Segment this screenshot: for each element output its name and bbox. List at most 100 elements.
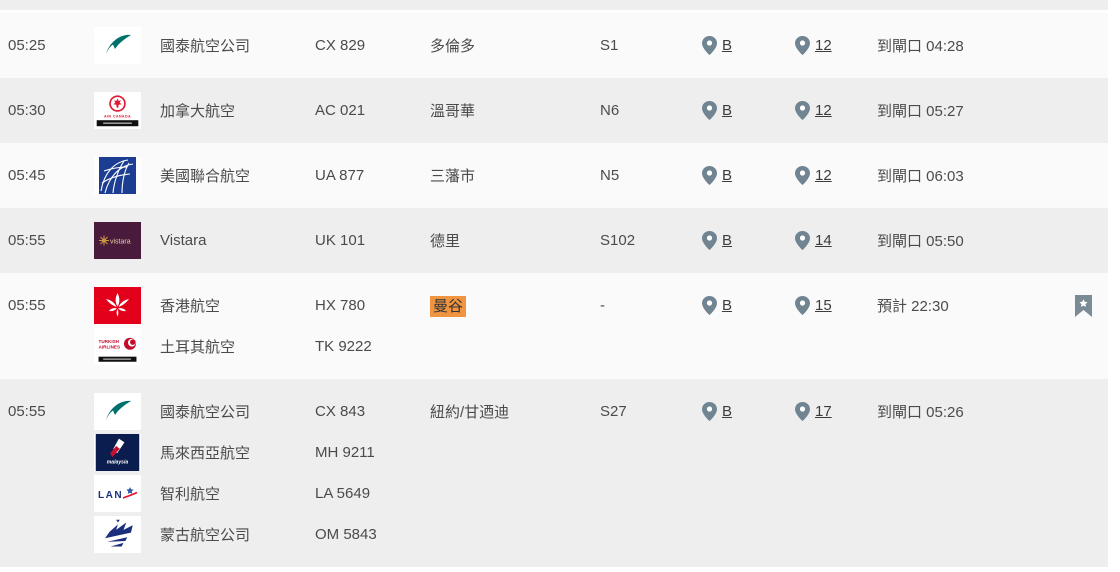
location-pin-icon: [795, 101, 810, 120]
flight-status: 到閘口 05:26: [877, 404, 964, 421]
airline-name: 香港航空: [160, 298, 221, 315]
bookmark-button[interactable]: [1058, 294, 1108, 317]
scheduled-time: 05:55: [8, 297, 46, 314]
flight-row[interactable]: 05:45 美國聯合航空 UA 877 三藩市 N5 B 12 到閘口 06:0…: [0, 143, 1108, 208]
flight-row[interactable]: 05:55 vistara Vistara UK 101 德里 S102 B 1…: [0, 208, 1108, 273]
baggage-belt-link[interactable]: 12: [793, 101, 875, 120]
hall-link[interactable]: B: [700, 166, 793, 185]
hall-link[interactable]: B: [700, 231, 793, 250]
baggage-belt-link[interactable]: 17: [793, 402, 875, 421]
cathay-pacific-logo: [94, 27, 141, 64]
airline-name: 土耳其航空: [160, 339, 236, 356]
flight-number: UK 101: [315, 232, 366, 249]
baggage-belt-link[interactable]: 14: [793, 231, 875, 250]
destination: 溫哥華: [430, 100, 598, 121]
location-pin-icon: [702, 36, 717, 55]
location-pin-icon: [795, 36, 810, 55]
svg-text:AIRLINES: AIRLINES: [99, 344, 121, 349]
destination-text: 多倫多: [430, 38, 476, 55]
location-pin-icon: [795, 296, 810, 315]
flight-number: AC 021: [315, 102, 366, 119]
flight-number: HX 780: [315, 297, 366, 314]
flight-number: OM 5843: [315, 526, 377, 543]
latam-lan-logo: LAN: [94, 475, 141, 512]
destination: 曼谷: [430, 295, 598, 317]
svg-text:LAN: LAN: [98, 490, 123, 501]
flight-row[interactable]: 05:25 國泰航空公司 CX 829 多倫多 S1 B 12 到閘口 04:2…: [0, 13, 1108, 78]
miat-mongolian-logo: [95, 516, 140, 553]
vistara-logo: vistara: [94, 222, 141, 259]
airline-name: 國泰航空公司: [160, 38, 251, 55]
flight-status: 到閘口 04:28: [877, 38, 964, 55]
airline-logo: [94, 516, 141, 553]
svg-text:malaysia: malaysia: [107, 460, 129, 466]
scheduled-time: 05:25: [8, 37, 46, 54]
flight-status: 預計 22:30: [877, 298, 949, 315]
parking-stand: N5: [600, 167, 620, 184]
cathay-pacific-logo: [94, 393, 141, 430]
airline-logo: [94, 157, 141, 194]
flight-rows: 05:25 國泰航空公司 CX 829 多倫多 S1 B 12 到閘口 04:2…: [0, 13, 1108, 567]
airline-logo: vistara: [94, 222, 141, 259]
svg-text:vistara: vistara: [110, 239, 131, 246]
flight-number: LA 5649: [315, 485, 371, 502]
location-pin-icon: [795, 166, 810, 185]
airline-name: 國泰航空公司: [160, 404, 251, 421]
parking-stand: S27: [600, 403, 627, 420]
destination: 多倫多: [430, 35, 598, 56]
airline-logo: [94, 27, 141, 64]
flight-status: 到閘口 05:50: [877, 233, 964, 250]
baggage-belt-link[interactable]: 15: [793, 296, 875, 315]
location-pin-icon: [702, 402, 717, 421]
parking-stand: S1: [600, 37, 619, 54]
scheduled-time: 05:45: [8, 167, 46, 184]
hall-link[interactable]: B: [700, 36, 793, 55]
united-airlines-logo: [99, 157, 136, 194]
svg-text:TURKISH: TURKISH: [99, 339, 120, 344]
destination-text: 三藩市: [430, 168, 476, 185]
destination-text: 曼谷: [430, 296, 467, 317]
previous-row-edge: [0, 0, 1108, 10]
destination: 三藩市: [430, 165, 598, 186]
location-pin-icon: [795, 231, 810, 250]
airline-name: 美國聯合航空: [160, 168, 251, 185]
hall-link[interactable]: B: [700, 402, 793, 421]
svg-text:AIR CANADA: AIR CANADA: [104, 114, 131, 118]
flight-row[interactable]: 05:30 AIR CANADA 加拿大航空 AC 021 溫哥華 N6 B 1…: [0, 78, 1108, 143]
flight-row[interactable]: 05:55 香港航空 HX 780 TURKISH AIRLINES 土耳其航空 …: [0, 273, 1108, 379]
parking-stand: -: [600, 297, 605, 314]
flight-status: 到閘口 05:27: [877, 103, 964, 120]
flight-number: TK 9222: [315, 338, 372, 355]
flight-number: CX 829: [315, 37, 366, 54]
airline-logo: TURKISH AIRLINES: [94, 328, 141, 365]
scheduled-time: 05:30: [8, 102, 46, 119]
flight-number: MH 9211: [315, 444, 375, 461]
flight-number: UA 877: [315, 167, 365, 184]
flight-status: 到閘口 06:03: [877, 168, 964, 185]
destination-text: 德里: [430, 233, 461, 250]
airline-name: 智利航空: [160, 486, 221, 503]
baggage-belt-link[interactable]: 12: [793, 166, 875, 185]
location-pin-icon: [795, 402, 810, 421]
hong-kong-airlines-logo: [94, 287, 141, 324]
flight-row[interactable]: 05:55 國泰航空公司 CX 843 malaysia 馬來西亞航空 MH 9…: [0, 379, 1108, 567]
air-canada-logo: AIR CANADA: [95, 92, 140, 129]
location-pin-icon: [702, 296, 717, 315]
airline-logo: LAN: [94, 475, 141, 512]
scheduled-time: 05:55: [8, 403, 46, 420]
hall-link[interactable]: B: [700, 296, 793, 315]
baggage-belt-link[interactable]: 12: [793, 36, 875, 55]
airline-logo: [94, 287, 141, 324]
bookmark-star-icon: [1074, 294, 1092, 317]
location-pin-icon: [702, 101, 717, 120]
parking-stand: N6: [600, 102, 620, 119]
destination-text: 溫哥華: [430, 103, 476, 120]
location-pin-icon: [702, 166, 717, 185]
hall-link[interactable]: B: [700, 101, 793, 120]
parking-stand: S102: [600, 232, 636, 249]
destination: 紐約/甘迺迪: [430, 401, 598, 422]
malaysia-airlines-logo: malaysia: [95, 434, 140, 471]
scheduled-time: 05:55: [8, 232, 46, 249]
airline-logo: [94, 393, 141, 430]
